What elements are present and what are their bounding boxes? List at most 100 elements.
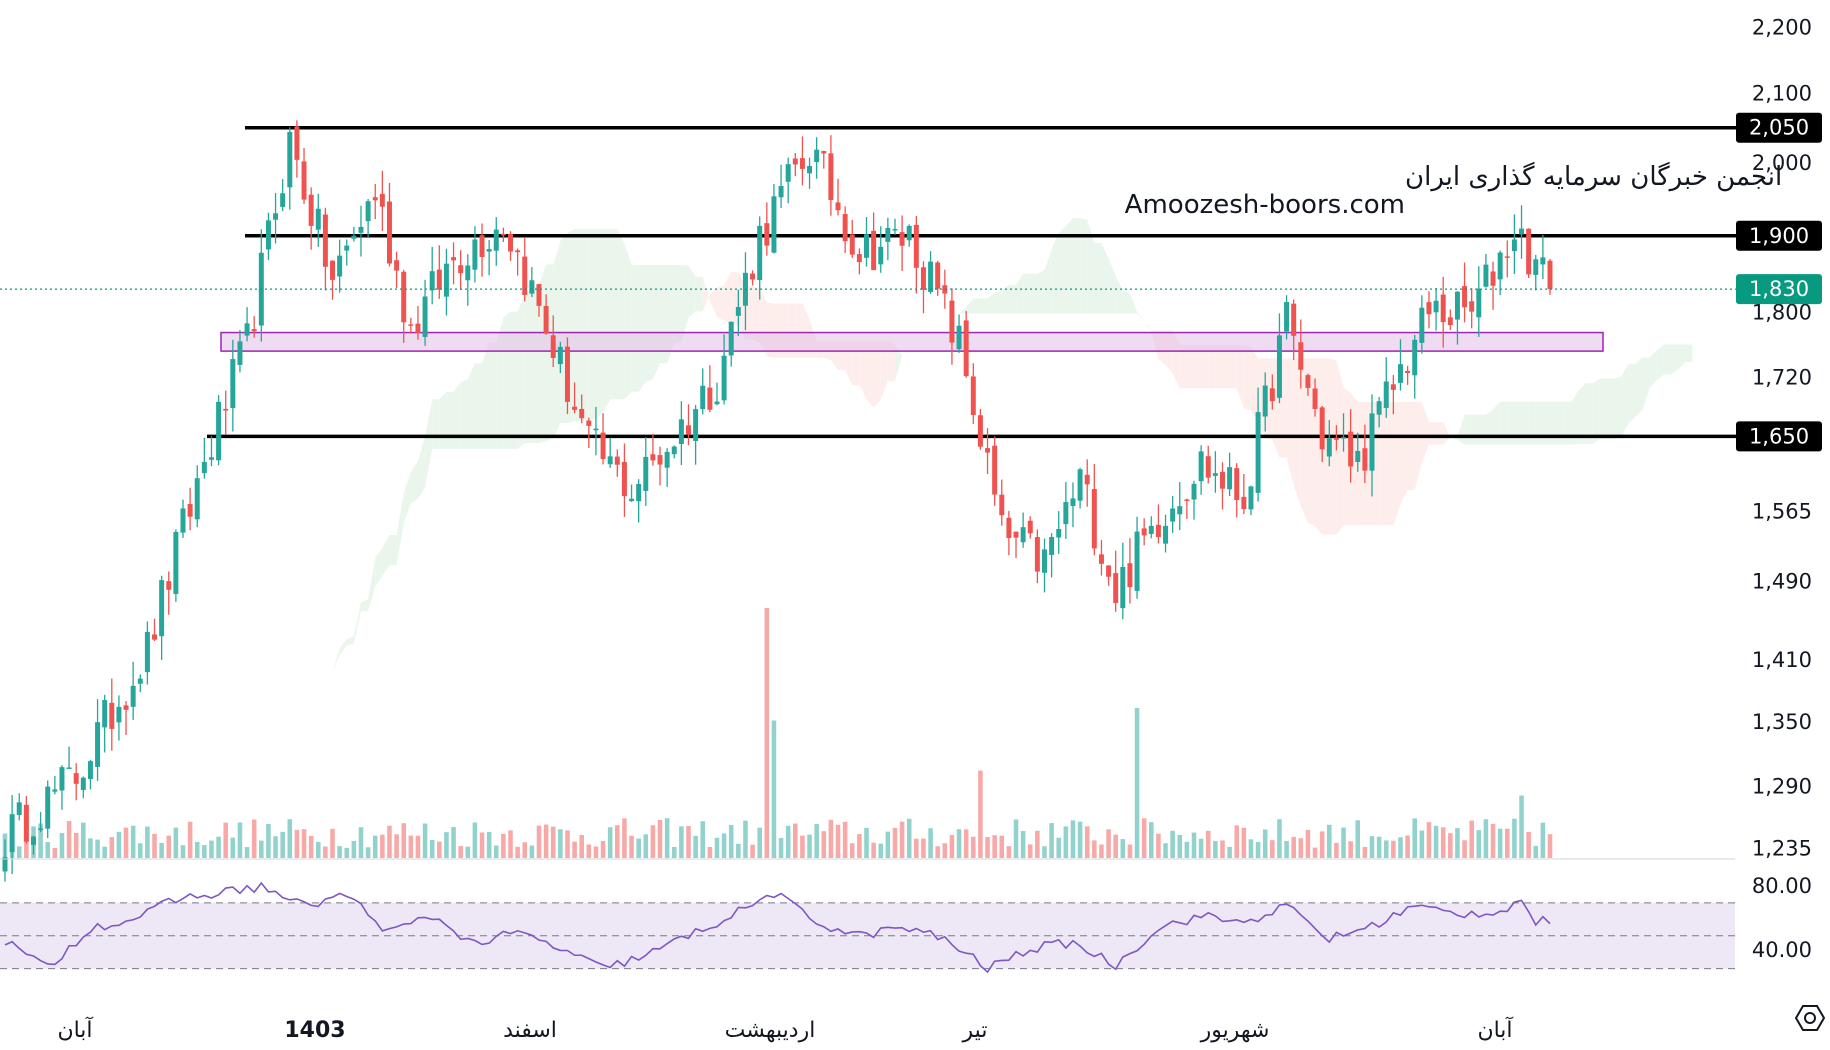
- candle: [1227, 452, 1233, 496]
- volume-bar: [906, 818, 912, 858]
- candle: [1198, 445, 1204, 495]
- candle: [1113, 550, 1119, 612]
- candle: [1219, 462, 1225, 510]
- volume-bar: [486, 831, 492, 858]
- candle: [308, 187, 314, 250]
- volume-bar: [444, 832, 449, 858]
- candle: [735, 289, 741, 337]
- time-tick-label: اسفند: [503, 1018, 557, 1043]
- volume-bar: [437, 841, 442, 858]
- candle: [237, 329, 243, 373]
- candle: [629, 484, 635, 502]
- volume-bar: [501, 833, 506, 858]
- candle: [294, 120, 300, 178]
- price-tick-label: 1,720: [1752, 365, 1812, 389]
- volume-bar: [1141, 818, 1147, 858]
- volume-bar: [971, 836, 976, 858]
- volume-bar: [1547, 834, 1553, 858]
- candle: [265, 212, 271, 261]
- volume-bar: [1505, 828, 1510, 858]
- candle: [1177, 482, 1183, 531]
- candle: [66, 746, 72, 769]
- candle: [807, 157, 813, 189]
- volume-bar: [750, 844, 755, 858]
- rsi-tick-label: 80.00: [1752, 874, 1812, 898]
- volume-bar: [1277, 819, 1282, 858]
- candle: [337, 239, 343, 293]
- volume-bar: [686, 826, 691, 858]
- candle: [1462, 262, 1468, 323]
- candle: [152, 618, 158, 642]
- candle: [1319, 405, 1325, 463]
- settings-icon[interactable]: [1794, 1005, 1826, 1031]
- volume-bar: [451, 827, 456, 858]
- candle: [230, 339, 236, 432]
- candle: [201, 437, 207, 479]
- candle: [678, 401, 684, 466]
- candle: [123, 701, 129, 736]
- candle: [159, 575, 165, 660]
- volume-bar: [543, 824, 549, 858]
- volume-bar: [721, 833, 727, 858]
- candle: [401, 269, 407, 343]
- volume-bar: [949, 834, 955, 858]
- candle: [1191, 480, 1197, 520]
- volume-bar: [800, 835, 805, 858]
- volume-bar: [1035, 830, 1040, 858]
- candle: [586, 417, 592, 449]
- candle: [1184, 498, 1190, 519]
- volume-bar: [1013, 819, 1019, 858]
- candle: [999, 479, 1005, 526]
- volume-bar: [1362, 846, 1368, 858]
- candle: [330, 260, 336, 300]
- volume-bar: [422, 823, 428, 858]
- candle: [451, 242, 457, 285]
- volume-bar: [515, 846, 520, 858]
- volume-bar: [650, 825, 656, 858]
- candle: [942, 269, 948, 309]
- candle: [1091, 464, 1097, 556]
- volume-bar: [814, 823, 819, 858]
- candle: [1205, 445, 1211, 484]
- volume-bar: [394, 834, 399, 858]
- volume-bar: [885, 831, 891, 858]
- volume-bar: [636, 838, 641, 858]
- volume-bar: [45, 842, 50, 858]
- volume-bar: [529, 845, 535, 858]
- volume-bar: [1298, 838, 1304, 858]
- volume-bar: [1526, 832, 1531, 858]
- volume-bar: [963, 829, 969, 858]
- volume-bar: [137, 843, 143, 858]
- volume-bar: [216, 836, 221, 858]
- candle: [1312, 378, 1318, 417]
- candle: [1341, 413, 1347, 452]
- volume-bar: [743, 820, 748, 858]
- candle: [757, 216, 763, 300]
- candle: [372, 184, 378, 220]
- candle: [1497, 250, 1503, 296]
- candle: [258, 229, 264, 342]
- volume-bar: [194, 841, 200, 858]
- candle: [714, 382, 720, 406]
- price-tick-label: 1,800: [1752, 301, 1812, 325]
- volume-bar: [942, 843, 948, 858]
- candle: [1063, 482, 1069, 540]
- volume-bar: [1327, 824, 1332, 858]
- time-tick-label: شهریور: [1200, 1018, 1270, 1043]
- volume-bar: [479, 832, 485, 858]
- support-zone-box: [220, 331, 1604, 352]
- candle: [821, 150, 827, 169]
- volume-bar: [1312, 847, 1318, 858]
- candle: [394, 251, 400, 288]
- candle: [52, 775, 58, 795]
- volume-bar: [728, 825, 734, 858]
- volume-bar: [259, 840, 264, 858]
- volume-bar: [1198, 838, 1204, 858]
- volume-bar: [1106, 829, 1111, 858]
- candle: [643, 437, 649, 506]
- candle: [1405, 365, 1411, 385]
- volume-bar: [664, 818, 670, 858]
- candle: [671, 445, 677, 459]
- volume-bar: [1355, 820, 1361, 858]
- candle: [45, 780, 51, 839]
